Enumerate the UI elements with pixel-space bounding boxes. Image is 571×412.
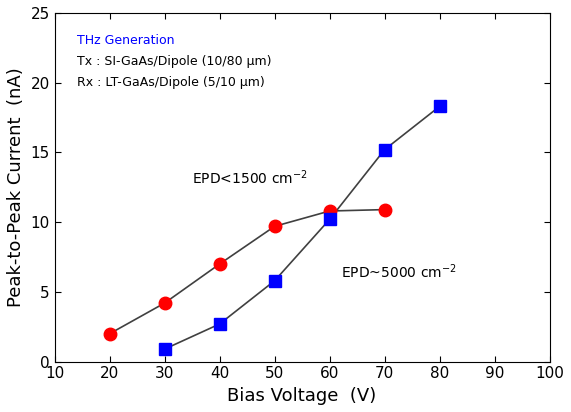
X-axis label: Bias Voltage  (V): Bias Voltage (V) <box>227 387 377 405</box>
Text: THz Generation: THz Generation <box>77 34 174 47</box>
Text: Tx : SI-GaAs/Dipole (10/80 μm): Tx : SI-GaAs/Dipole (10/80 μm) <box>77 55 271 68</box>
Text: EPD<1500 cm$^{-2}$: EPD<1500 cm$^{-2}$ <box>192 169 308 187</box>
Y-axis label: Peak-to-Peak Current  (nA): Peak-to-Peak Current (nA) <box>7 68 25 307</box>
Text: EPD~5000 cm$^{-2}$: EPD~5000 cm$^{-2}$ <box>341 262 456 281</box>
Text: Rx : LT-GaAs/Dipole (5/10 μm): Rx : LT-GaAs/Dipole (5/10 μm) <box>77 76 264 89</box>
